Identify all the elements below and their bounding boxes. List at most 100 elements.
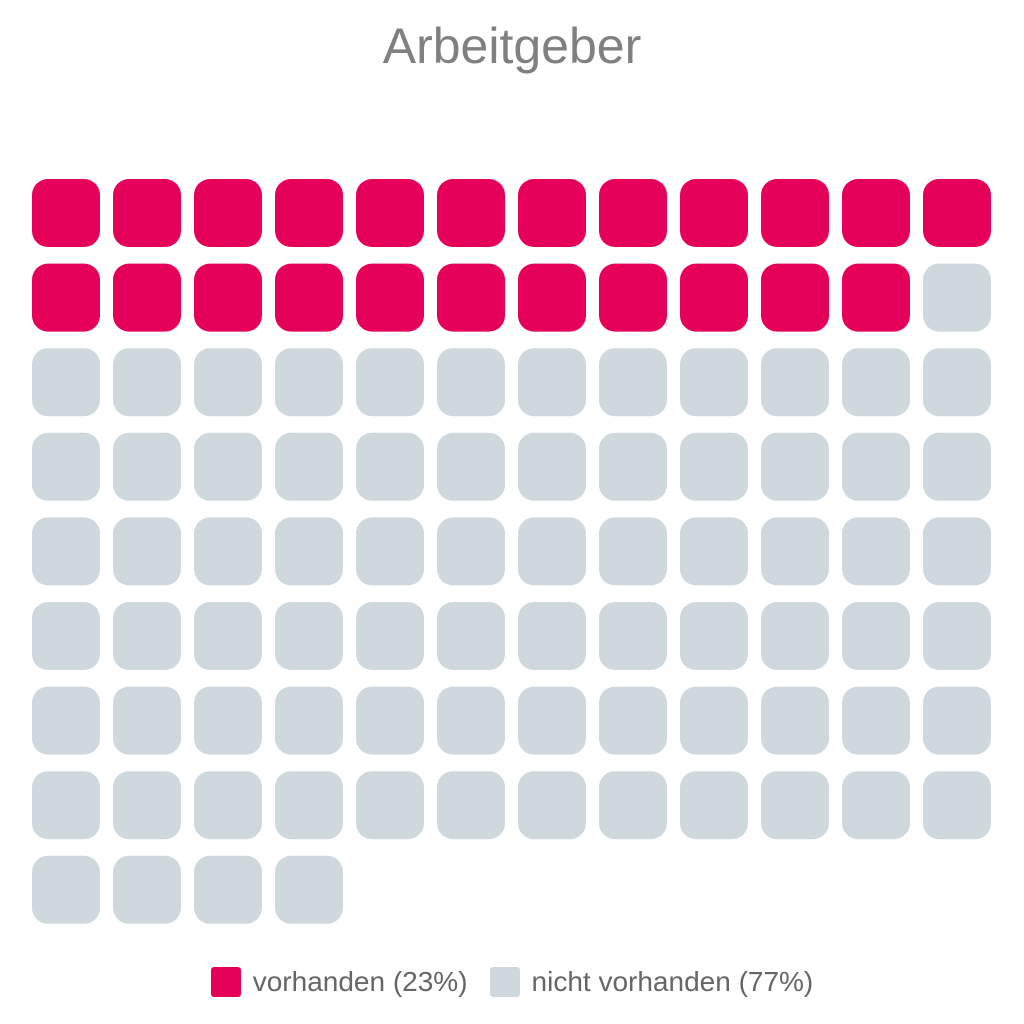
waffle-cell-nicht-vorhanden <box>194 771 262 840</box>
waffle-cell-nicht-vorhanden <box>32 686 100 755</box>
waffle-cell-vorhanden <box>923 179 991 247</box>
waffle-cell-nicht-vorhanden <box>923 686 991 755</box>
waffle-cell-nicht-vorhanden <box>356 432 424 501</box>
waffle-cell-nicht-vorhanden <box>113 432 181 501</box>
waffle-cell-nicht-vorhanden <box>194 348 262 417</box>
waffle-cell-vorhanden <box>32 263 100 332</box>
waffle-cell-nicht-vorhanden <box>518 348 586 417</box>
waffle-cell-nicht-vorhanden <box>275 602 343 670</box>
waffle-cell-nicht-vorhanden <box>599 686 667 755</box>
waffle-cell-nicht-vorhanden <box>923 771 991 840</box>
waffle-cell-nicht-vorhanden <box>275 348 343 417</box>
waffle-cell-vorhanden <box>518 179 586 247</box>
waffle-cell-nicht-vorhanden <box>680 771 748 840</box>
waffle-cell-vorhanden <box>842 263 910 332</box>
waffle-cell-nicht-vorhanden <box>923 263 991 332</box>
waffle-cell-nicht-vorhanden <box>32 517 100 586</box>
waffle-cell-nicht-vorhanden <box>275 771 343 840</box>
waffle-cell-nicht-vorhanden <box>680 517 748 586</box>
waffle-cell-nicht-vorhanden <box>113 517 181 586</box>
waffle-cell-nicht-vorhanden <box>923 517 991 586</box>
waffle-cell-nicht-vorhanden <box>761 771 829 840</box>
waffle-cell-nicht-vorhanden <box>194 517 262 586</box>
waffle-cell-vorhanden <box>518 263 586 332</box>
waffle-cell-vorhanden <box>437 179 505 247</box>
waffle-cell-vorhanden <box>761 179 829 247</box>
waffle-cell-vorhanden <box>113 179 181 247</box>
waffle-cell-nicht-vorhanden <box>437 602 505 670</box>
waffle-cell-nicht-vorhanden <box>599 348 667 417</box>
waffle-cell-nicht-vorhanden <box>356 686 424 755</box>
waffle-cell-vorhanden <box>275 179 343 247</box>
waffle-cell-nicht-vorhanden <box>923 602 991 670</box>
waffle-cell-nicht-vorhanden <box>761 432 829 501</box>
waffle-cell-vorhanden <box>113 263 181 332</box>
waffle-cell-vorhanden <box>194 179 262 247</box>
waffle-cell-nicht-vorhanden <box>761 348 829 417</box>
waffle-cell-nicht-vorhanden <box>923 348 991 417</box>
legend-item-nicht-vorhanden[interactable]: nicht vorhanden (77%) <box>489 966 813 998</box>
waffle-cell-nicht-vorhanden <box>842 517 910 586</box>
waffle-cell-nicht-vorhanden <box>518 771 586 840</box>
waffle-cell-nicht-vorhanden <box>275 855 343 924</box>
waffle-cell-vorhanden <box>275 263 343 332</box>
waffle-cell-nicht-vorhanden <box>194 602 262 670</box>
waffle-cell-nicht-vorhanden <box>599 771 667 840</box>
waffle-cell-nicht-vorhanden <box>761 602 829 670</box>
waffle-cell-nicht-vorhanden <box>275 686 343 755</box>
legend-label-vorhanden: vorhanden (23%) <box>252 966 468 997</box>
waffle-cell-nicht-vorhanden <box>194 855 262 924</box>
waffle-cell-nicht-vorhanden <box>761 686 829 755</box>
waffle-cell-nicht-vorhanden <box>356 771 424 840</box>
waffle-cell-nicht-vorhanden <box>275 517 343 586</box>
waffle-cell-nicht-vorhanden <box>518 602 586 670</box>
waffle-cell-vorhanden <box>437 263 505 332</box>
waffle-cell-vorhanden <box>599 179 667 247</box>
waffle-cell-nicht-vorhanden <box>680 686 748 755</box>
legend-item-vorhanden[interactable]: vorhanden (23%) <box>210 966 468 998</box>
waffle-cell-nicht-vorhanden <box>518 686 586 755</box>
waffle-cell-vorhanden <box>194 263 262 332</box>
waffle-cell-nicht-vorhanden <box>356 602 424 670</box>
waffle-cell-nicht-vorhanden <box>194 432 262 501</box>
legend: vorhanden (23%) nicht vorhanden (77%) <box>0 966 1024 998</box>
waffle-cell-nicht-vorhanden <box>842 771 910 840</box>
waffle-cell-nicht-vorhanden <box>680 348 748 417</box>
waffle-cell-nicht-vorhanden <box>32 348 100 417</box>
waffle-cell-nicht-vorhanden <box>113 348 181 417</box>
waffle-cell-nicht-vorhanden <box>113 686 181 755</box>
chart-title: Arbeitgeber <box>382 18 642 74</box>
waffle-cell-nicht-vorhanden <box>194 686 262 755</box>
waffle-cell-vorhanden <box>761 263 829 332</box>
waffle-cell-nicht-vorhanden <box>437 517 505 586</box>
waffle-cell-vorhanden <box>356 179 424 247</box>
waffle-cell-nicht-vorhanden <box>32 432 100 501</box>
waffle-cell-nicht-vorhanden <box>599 432 667 501</box>
waffle-cell-nicht-vorhanden <box>356 517 424 586</box>
legend-swatch-nicht-vorhanden <box>489 967 520 997</box>
waffle-cell-nicht-vorhanden <box>680 432 748 501</box>
waffle-cell-nicht-vorhanden <box>113 855 181 924</box>
waffle-cell-vorhanden <box>356 263 424 332</box>
waffle-cell-nicht-vorhanden <box>275 432 343 501</box>
waffle-cell-nicht-vorhanden <box>842 602 910 670</box>
waffle-cell-vorhanden <box>680 263 748 332</box>
waffle-cell-nicht-vorhanden <box>437 348 505 417</box>
waffle-cell-nicht-vorhanden <box>923 432 991 501</box>
waffle-cell-nicht-vorhanden <box>761 517 829 586</box>
waffle-cell-vorhanden <box>680 179 748 247</box>
waffle-cell-nicht-vorhanden <box>113 771 181 840</box>
waffle-cell-nicht-vorhanden <box>518 517 586 586</box>
waffle-cell-nicht-vorhanden <box>356 348 424 417</box>
waffle-cell-nicht-vorhanden <box>113 602 181 670</box>
waffle-cell-nicht-vorhanden <box>680 602 748 670</box>
waffle-cell-nicht-vorhanden <box>437 432 505 501</box>
waffle-cell-nicht-vorhanden <box>32 855 100 924</box>
legend-swatch-vorhanden <box>210 967 241 997</box>
waffle-cell-nicht-vorhanden <box>599 602 667 670</box>
waffle-cell-nicht-vorhanden <box>437 771 505 840</box>
waffle-cell-vorhanden <box>32 179 100 247</box>
waffle-cell-nicht-vorhanden <box>437 686 505 755</box>
waffle-cell-vorhanden <box>599 263 667 332</box>
